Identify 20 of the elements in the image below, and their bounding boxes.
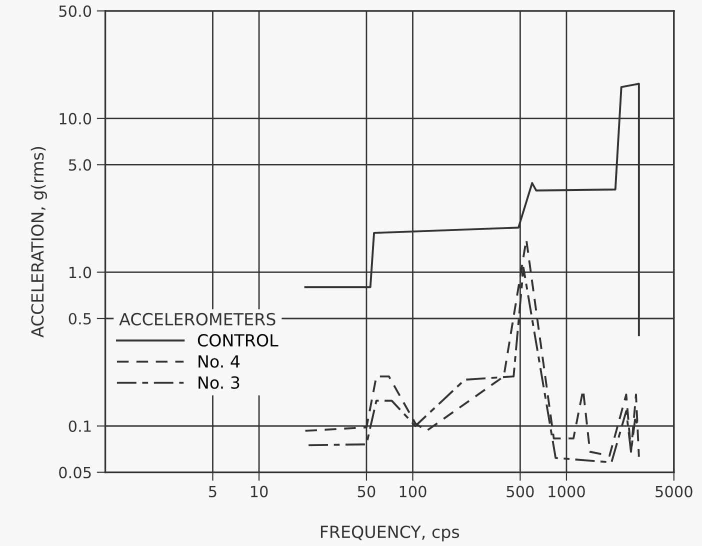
y-tick-label: 0.05 <box>59 466 91 478</box>
legend-label: CONTROL <box>198 334 278 347</box>
x-tick-label: 1000 <box>548 486 585 498</box>
y-tick-label: 1.0 <box>69 266 92 278</box>
y-tick-label: 5.0 <box>68 159 92 171</box>
legend-label: No. 3 <box>198 376 240 389</box>
x-tick-label: 100 <box>400 486 426 498</box>
legend-title: ACCELEROMETERS <box>119 312 276 326</box>
y-axis-title: ACCELERATION, g(rms) <box>30 146 47 338</box>
x-tick-label: 10 <box>250 486 268 498</box>
x-tick-label: 50 <box>358 486 376 498</box>
x-axis-title: FREQUENCY, cps <box>320 526 460 542</box>
x-tick-label: 5 <box>209 486 216 498</box>
x-tick-label: 500 <box>506 486 534 498</box>
y-tick-label: 50.0 <box>59 5 92 17</box>
x-tick-label: 5000 <box>656 486 692 498</box>
legend-label: No. 4 <box>198 355 240 368</box>
y-tick-label: 10.0 <box>60 112 92 124</box>
y-tick-label: 0.1 <box>68 420 91 432</box>
y-tick-label: 0.5 <box>68 312 91 325</box>
